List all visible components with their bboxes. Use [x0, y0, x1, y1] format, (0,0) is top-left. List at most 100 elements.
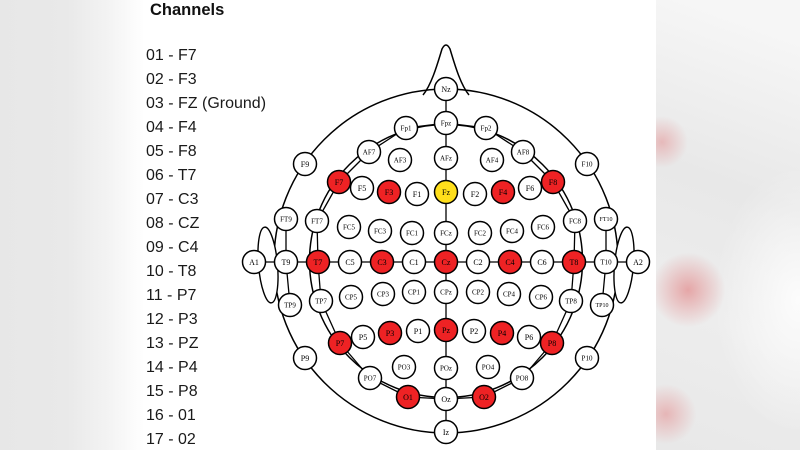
electrode-label-CPz: CPz	[440, 289, 452, 297]
electrode-FC4	[499, 218, 525, 244]
electrode-label-Iz: Iz	[443, 428, 450, 437]
channel-list-item: 16 - 01	[146, 407, 196, 424]
electrode-F3	[376, 179, 402, 205]
electrode-F2	[462, 181, 488, 207]
electrode-F1	[404, 181, 430, 207]
electrode-Fp1	[393, 115, 419, 141]
electrode-PO3	[391, 354, 417, 380]
electrode-P2	[461, 318, 487, 344]
electrode-label-PO4: PO4	[482, 364, 495, 372]
electrode-label-P4: P4	[498, 329, 506, 338]
electrode-label-F7: F7	[335, 178, 343, 187]
electrode-label-F8: F8	[549, 178, 557, 187]
channel-list-item: 04 - F4	[146, 119, 197, 136]
electrode-label-FC1: FC1	[406, 230, 419, 238]
electrode-label-Cz: Cz	[442, 258, 451, 267]
electrode-label-CP5: CP5	[345, 294, 358, 302]
electrode-TP7	[308, 288, 334, 314]
blurred-backdrop-left	[0, 0, 150, 450]
electrode-label-Nz: Nz	[441, 85, 451, 94]
channel-list: 01 - F7 02 - F3 03 - FZ (Ground) 04 - F4 05 …	[146, 44, 266, 452]
electrode-P9	[292, 345, 318, 371]
electrode-FT7	[304, 208, 330, 234]
electrode-label-CP3: CP3	[377, 291, 390, 299]
electrode-label-C6: C6	[537, 258, 546, 267]
electrode-label-F3: F3	[385, 188, 393, 197]
electrode-label-CP2: CP2	[472, 289, 485, 297]
electrode-label-PO8: PO8	[516, 375, 529, 383]
electrode-Cz	[433, 249, 459, 275]
electrode-label-Oz: Oz	[441, 395, 451, 404]
electrode-label-Fz: Fz	[442, 188, 450, 197]
electrode-CP3	[370, 281, 396, 307]
electrode-label-F1: F1	[413, 190, 421, 199]
electrode-label-P2: P2	[470, 327, 478, 336]
electrode-POz	[433, 355, 459, 381]
electrode-label-AF7: AF7	[363, 149, 376, 157]
electrode-P8	[539, 330, 565, 356]
electrode-T10	[593, 249, 619, 275]
electrode-label-CP6: CP6	[535, 294, 548, 302]
electrode-label-C2: C2	[473, 258, 482, 267]
electrode-label-O1: O1	[403, 393, 413, 402]
electrode-FC6	[530, 214, 556, 240]
electrode-C3	[369, 249, 395, 275]
channel-list-item: 07 - C3	[146, 191, 199, 208]
electrode-FC8	[562, 208, 588, 234]
electrode-label-P9: P9	[301, 354, 309, 363]
electrode-label-C1: C1	[409, 258, 418, 267]
electrode-Fz	[433, 179, 459, 205]
electrode-FC5	[336, 214, 362, 240]
electrode-label-T8: T8	[570, 258, 579, 267]
electrode-label-PO3: PO3	[398, 364, 411, 372]
electrode-AF3	[387, 147, 413, 173]
electrode-label-F9: F9	[301, 160, 309, 169]
channel-list-item: 02 - F3	[146, 71, 197, 88]
electrode-label-P1: P1	[414, 327, 422, 336]
electrode-label-AF3: AF3	[394, 157, 407, 165]
electrode-label-POz: POz	[440, 365, 452, 373]
electrode-label-C3: C3	[377, 258, 386, 267]
electrode-A2	[625, 249, 651, 275]
channel-list-item: 10 - T8	[146, 263, 197, 280]
electrode-F8	[540, 169, 566, 195]
electrode-label-F10: F10	[582, 161, 593, 169]
electrode-label-P3: P3	[386, 329, 394, 338]
electrode-TP10	[589, 292, 615, 318]
electrode-FC3	[367, 218, 393, 244]
electrode-T9	[273, 249, 299, 275]
channel-list-item: 17 - 02	[146, 431, 196, 448]
electrode-label-Fpz: Fpz	[441, 120, 452, 128]
electrode-label-P6: P6	[525, 333, 533, 342]
electrode-label-A1: A1	[249, 258, 259, 267]
electrode-label-FT10: FT10	[599, 217, 612, 223]
electrode-C5	[337, 249, 363, 275]
electrode-P7	[327, 330, 353, 356]
electrode-label-FC2: FC2	[474, 230, 487, 238]
electrode-Oz	[433, 386, 459, 412]
electrode-label-T9: T9	[282, 258, 291, 267]
electrode-label-FC8: FC8	[569, 218, 582, 226]
electrode-label-T10: T10	[600, 259, 612, 267]
electrode-CP6	[528, 284, 554, 310]
electrode-Fp2	[473, 115, 499, 141]
electrode-label-FT9: FT9	[280, 216, 292, 224]
electrode-T8	[561, 249, 587, 275]
electrode-label-P8: P8	[548, 339, 556, 348]
electrode-FT10	[593, 206, 619, 232]
electrode-label-F5: F5	[358, 184, 366, 193]
electrode-label-TP10: TP10	[595, 303, 608, 309]
electrode-AF8	[510, 139, 536, 165]
electrode-TP8	[558, 288, 584, 314]
electrode-AF4	[479, 147, 505, 173]
electrode-label-T7: T7	[314, 258, 323, 267]
electrode-AFz	[433, 145, 459, 171]
electrode-CP5	[338, 284, 364, 310]
electrode-label-TP8: TP8	[565, 298, 577, 306]
electrode-label-Fp2: Fp2	[481, 125, 492, 133]
electrode-PO8	[509, 365, 535, 391]
electrode-P4	[489, 320, 515, 346]
channel-list-item: 08 - CZ	[146, 215, 200, 232]
electrode-label-CP1: CP1	[408, 289, 421, 297]
